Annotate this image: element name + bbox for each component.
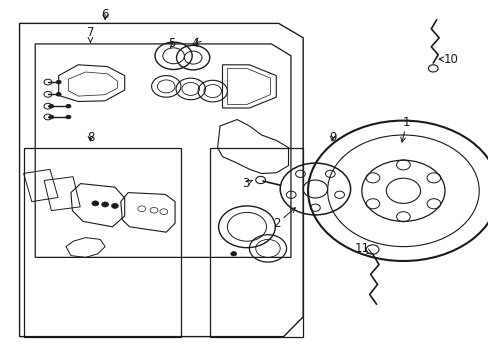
Circle shape	[230, 252, 236, 256]
Text: 11: 11	[354, 242, 372, 255]
Text: 9: 9	[328, 131, 336, 144]
Text: 3: 3	[242, 177, 252, 190]
Circle shape	[111, 203, 118, 208]
Circle shape	[56, 80, 61, 84]
Circle shape	[66, 115, 71, 119]
Text: 2: 2	[273, 208, 295, 230]
Circle shape	[56, 93, 61, 96]
Text: 1: 1	[400, 116, 410, 142]
Text: 4: 4	[191, 37, 201, 50]
Circle shape	[66, 104, 71, 108]
Text: 6: 6	[101, 8, 109, 21]
Circle shape	[102, 202, 108, 207]
Text: 5: 5	[167, 37, 176, 50]
Circle shape	[92, 201, 99, 206]
Text: 7: 7	[86, 26, 94, 42]
Text: 8: 8	[86, 131, 94, 144]
Circle shape	[49, 115, 54, 119]
Circle shape	[49, 104, 54, 108]
Text: 10: 10	[438, 53, 458, 66]
